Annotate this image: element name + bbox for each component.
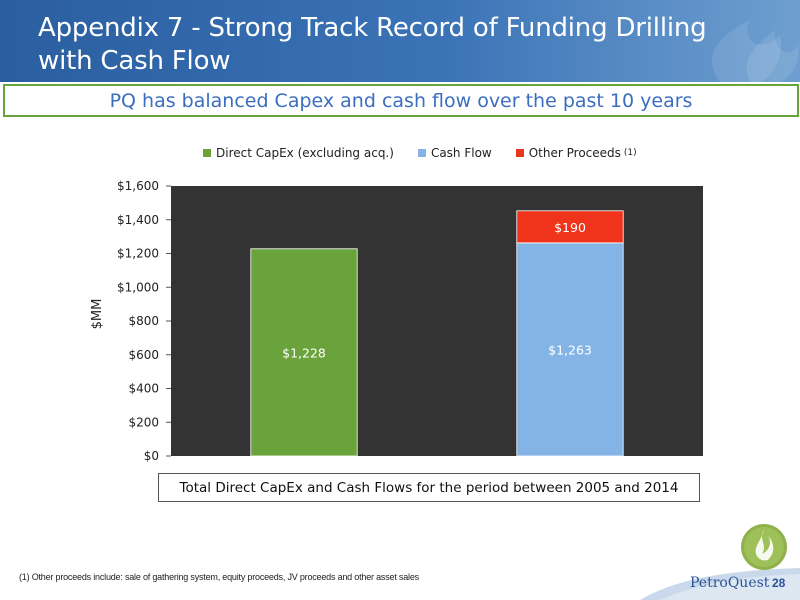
y-tick-label: $200 <box>128 415 159 429</box>
subtitle-box: PQ has balanced Capex and cash flow over… <box>3 84 799 117</box>
y-tick-label: $1,000 <box>117 280 159 294</box>
legend-footnote-marker: (1) <box>623 148 637 158</box>
bars: $1,228 $1,263 $190 <box>250 210 624 457</box>
page-title: Appendix 7 - Strong Track Record of Fund… <box>38 13 707 76</box>
page-number: 28 <box>772 576 786 590</box>
header-band: Appendix 7 - Strong Track Record of Fund… <box>0 0 800 82</box>
chart-caption-box: Total Direct CapEx and Cash Flows for th… <box>158 473 700 502</box>
legend-label-other-proceeds: Other Proceeds <box>528 146 621 160</box>
legend-item-cash-flow: Cash Flow <box>417 146 492 160</box>
chart-legend: Direct CapEx (excluding acq.) Cash Flow … <box>203 146 661 160</box>
y-axis-label: $MM <box>90 299 105 330</box>
legend-item-capex: Direct CapEx (excluding acq.) <box>203 146 394 160</box>
legend-label-capex: Direct CapEx (excluding acq.) <box>216 146 394 160</box>
bar-data-label: $1,263 <box>548 342 592 357</box>
y-tick-label: $1,400 <box>117 213 159 227</box>
y-tick-label: $1,600 <box>117 179 159 193</box>
footer-swoosh-decoration <box>640 568 800 600</box>
y-tick-label: $0 <box>144 449 159 463</box>
y-tick-label: $800 <box>128 314 159 328</box>
legend-swatch-capex <box>203 149 211 157</box>
bar-segment-other-proceeds <box>516 210 624 244</box>
footnote: (1) Other proceeds include: sale of gath… <box>19 572 419 582</box>
y-tick-label: $1,200 <box>117 247 159 261</box>
bar-data-label: $1,228 <box>282 345 326 360</box>
legend-swatch-cash-flow <box>417 149 426 157</box>
y-tick-label: $600 <box>128 348 159 362</box>
brand-name: PetroQuest <box>690 575 770 591</box>
petroquest-flame-logo-icon <box>741 524 787 570</box>
subtitle: PQ has balanced Capex and cash flow over… <box>109 89 693 112</box>
y-tick-label: $400 <box>128 382 159 396</box>
bar-segment-direct-capex-excluding-acq <box>250 248 358 457</box>
legend-label-cash-flow: Cash Flow <box>430 146 492 160</box>
bar-segment-cash-flow <box>516 242 624 457</box>
legend-swatch-other-proceeds <box>515 149 524 157</box>
bar-data-label: $190 <box>554 220 586 235</box>
legend-item-other-proceeds: Other Proceeds (1) <box>515 146 637 160</box>
chart-caption: Total Direct CapEx and Cash Flows for th… <box>179 479 679 496</box>
y-axis: $0 $200 $400 $600 $800 $1,000 $1,200 $1,400 $1,6… <box>117 179 171 463</box>
header-flame-decoration-icon <box>711 20 799 82</box>
